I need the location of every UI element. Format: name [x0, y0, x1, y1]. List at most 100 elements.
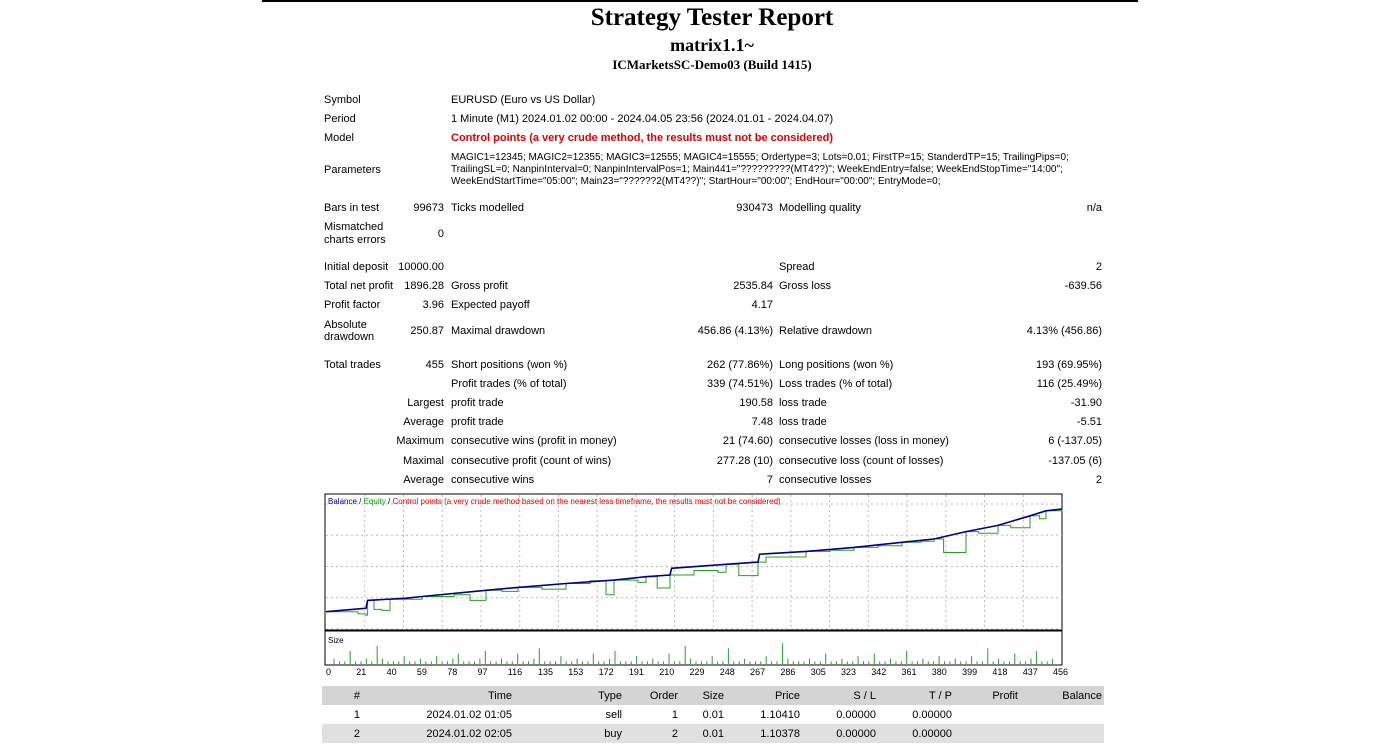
- gross-loss-value: -639.56: [1064, 280, 1102, 292]
- balance-line: [325, 508, 1063, 613]
- deposit-value: 10000.00: [398, 261, 444, 273]
- abs-dd-label-1: Absolute: [324, 319, 367, 331]
- size-bars: [333, 643, 1054, 664]
- quality-value: n/a: [1086, 202, 1102, 214]
- gross-loss-label: Gross loss: [779, 280, 831, 292]
- long-label: Long positions (won %): [779, 359, 894, 371]
- legend-control-points: Control points (a very crude method base…: [393, 497, 782, 506]
- abs-dd-label-2: drawdown: [324, 331, 375, 343]
- maximal-cons-loss-value: -137.05 (6): [1048, 455, 1102, 467]
- x-tick-label: 153: [568, 667, 584, 677]
- server-name: ICMarketsSC-Demo03 (Build 1415): [612, 57, 812, 72]
- x-tick-label: 21: [356, 667, 367, 677]
- pf-label: Profit factor: [324, 299, 381, 311]
- mismatch-value: 0: [437, 228, 444, 240]
- max-dd-label: Maximal drawdown: [451, 325, 546, 337]
- table-cell: 0.00000: [912, 709, 952, 721]
- x-axis-ticks: 0 21 40 59 78 97 116 135 153 172 191 210 229 248 267 28…: [324, 667, 1068, 681]
- x-tick-label: 0: [326, 667, 332, 677]
- x-tick-label: 380: [931, 667, 947, 677]
- largest-profit-label: profit trade: [451, 397, 504, 409]
- x-tick-label: 78: [447, 667, 458, 677]
- table-header-cell: Time: [487, 690, 512, 702]
- max-cons-wins-label: consecutive wins (profit in money): [451, 435, 617, 447]
- long-value: 193 (69.95%): [1035, 359, 1102, 371]
- table-header-cell: Balance: [1062, 690, 1102, 702]
- x-tick-label: 399: [962, 667, 978, 677]
- table-cell: 1.10378: [760, 728, 800, 740]
- deposit-label: Initial deposit: [324, 261, 389, 273]
- ticks-value: 930473: [736, 202, 773, 214]
- largest-loss-value: -31.90: [1070, 397, 1102, 409]
- x-tick-label: 172: [598, 667, 614, 677]
- x-tick-label: 361: [901, 667, 917, 677]
- table-header-cell: T / P: [928, 690, 952, 702]
- max-cons-losses-label: consecutive losses (loss in money): [779, 435, 949, 447]
- parameters-line-2: TrailingSL=0; NanpinInterval=0; NanpinIn…: [451, 164, 1063, 175]
- avg-cons-wins-label: consecutive wins: [451, 474, 535, 486]
- x-tick-label: 305: [810, 667, 826, 677]
- table-row-bg-1: [322, 705, 1104, 724]
- x-tick-label: 191: [628, 667, 644, 677]
- rel-dd-label: Relative drawdown: [779, 325, 872, 337]
- parameters-line-1: MAGIC1=12345; MAGIC2=12355; MAGIC3=12555…: [451, 152, 1069, 163]
- trades-value: 455: [425, 359, 444, 371]
- table-header-cell: Price: [774, 690, 800, 702]
- table-cell: buy: [604, 728, 622, 740]
- maximum-label: Maximum: [396, 435, 444, 447]
- table-cell: 2024.01.02 02:05: [426, 728, 512, 740]
- x-tick-label: 248: [719, 667, 735, 677]
- table-header-cell: Profit: [992, 690, 1018, 702]
- maximal-cons-profit-value: 277.28 (10): [716, 455, 773, 467]
- avg-cons-losses-label: consecutive losses: [779, 474, 872, 486]
- symbol-label: Symbol: [324, 94, 361, 106]
- avg-profit-label: profit trade: [451, 416, 504, 428]
- table-cell: 0.00000: [836, 728, 876, 740]
- size-label: Size: [328, 636, 344, 645]
- x-tick-label: 116: [507, 667, 523, 677]
- short-value: 262 (77.86%): [706, 359, 773, 371]
- x-tick-label: 418: [992, 667, 1008, 677]
- parameters-label: Parameters: [324, 164, 381, 176]
- profit-trades-value: 339 (74.51%): [706, 378, 773, 390]
- top-rule: [262, 0, 1138, 2]
- legend-balance: Balance: [328, 497, 357, 506]
- size-plot-frame: [324, 630, 1063, 666]
- profit-trades-label: Profit trades (% of total): [451, 378, 567, 390]
- net-label: Total net profit: [324, 280, 394, 292]
- table-header-cell: Order: [649, 690, 678, 702]
- quality-label: Modelling quality: [779, 202, 861, 214]
- avg-profit-value: 7.48: [751, 416, 773, 428]
- table-header: [322, 686, 1104, 705]
- x-tick-label: 229: [689, 667, 705, 677]
- mismatch-label-1: Mismatched: [324, 221, 384, 233]
- average2-label: Average: [403, 474, 444, 486]
- x-tick-label: 323: [841, 667, 857, 677]
- model-value: Control points (a very crude method, the…: [451, 132, 833, 144]
- largest-loss-label: loss trade: [779, 397, 827, 409]
- avg-loss-value: -5.51: [1076, 416, 1102, 428]
- x-tick-label: 437: [1022, 667, 1038, 677]
- average-label: Average: [403, 416, 444, 428]
- table-cell: 2: [671, 728, 678, 740]
- gross-profit-value: 2535.84: [733, 280, 773, 292]
- pf-value: 3.96: [422, 299, 444, 311]
- report-title: Strategy Tester Report: [590, 4, 834, 31]
- max-dd-value: 456.86 (4.13%): [697, 325, 773, 337]
- maximal-cons-profit-label: consecutive profit (count of wins): [451, 455, 612, 467]
- max-cons-losses-value: 6 (-137.05): [1048, 435, 1102, 447]
- bars-value: 99673: [413, 202, 444, 214]
- loss-trades-value: 116 (25.49%): [1036, 378, 1102, 390]
- table-cell: 0.00000: [912, 728, 952, 740]
- maximal-label: Maximal: [403, 455, 444, 467]
- payoff-label: Expected payoff: [451, 299, 530, 311]
- avg-loss-label: loss trade: [779, 416, 827, 428]
- largest-profit-value: 190.58: [739, 397, 773, 409]
- avg-cons-losses-value: 2: [1095, 474, 1102, 486]
- table-cell: 0.00000: [836, 709, 876, 721]
- short-label: Short positions (won %): [451, 359, 568, 371]
- period-value: 1 Minute (M1) 2024.01.02 00:00 - 2024.04…: [451, 113, 834, 125]
- rel-dd-value: 4.13% (456.86): [1026, 325, 1102, 337]
- symbol-value: EURUSD (Euro vs US Dollar): [451, 94, 596, 106]
- x-tick-label: 97: [477, 667, 488, 677]
